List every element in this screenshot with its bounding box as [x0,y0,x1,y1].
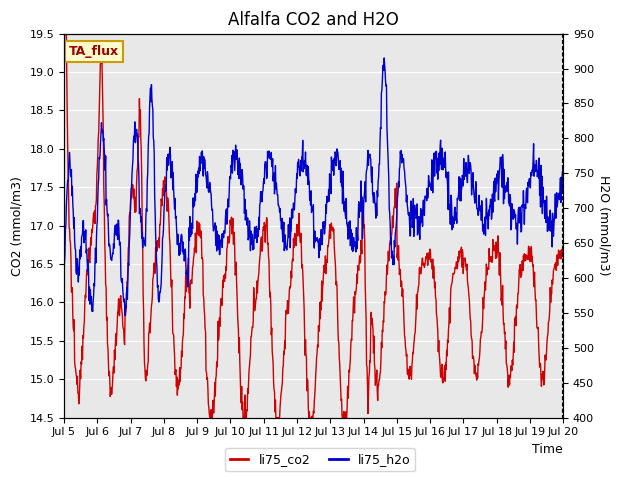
Line: li75_h2o: li75_h2o [64,58,563,315]
Title: Alfalfa CO2 and H2O: Alfalfa CO2 and H2O [228,11,399,29]
li75_co2 [60,72,68,78]
li75_h2o [559,168,567,174]
li75_h2o [318,242,326,248]
li75_co2 [319,284,326,290]
li75_h2o [126,232,134,238]
li75_co2 [206,415,214,420]
li75_co2 [422,254,429,260]
li75_h2o [380,55,388,61]
Legend: li75_co2, li75_h2o: li75_co2, li75_h2o [225,448,415,471]
li75_co2 [559,242,567,248]
li75_co2 [193,218,200,224]
li75_h2o [246,228,254,233]
li75_co2 [246,352,254,358]
Text: TA_flux: TA_flux [69,45,119,58]
X-axis label: Time: Time [532,443,563,456]
li75_co2 [126,210,134,216]
Line: li75_co2: li75_co2 [64,34,563,418]
Y-axis label: H2O (mmol/m3): H2O (mmol/m3) [598,175,611,276]
li75_h2o [121,312,129,318]
li75_co2 [61,31,68,36]
li75_h2o [528,173,536,179]
Y-axis label: CO2 (mmol/m3): CO2 (mmol/m3) [11,176,24,276]
li75_h2o [60,279,68,285]
li75_h2o [193,189,200,194]
li75_co2 [528,253,536,259]
li75_h2o [422,193,429,199]
